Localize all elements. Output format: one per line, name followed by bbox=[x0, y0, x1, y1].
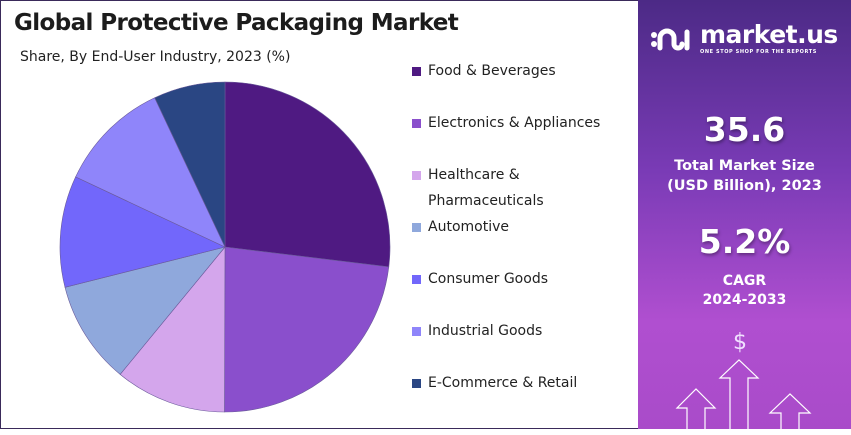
market-size-label-1: Total Market Size bbox=[674, 158, 815, 174]
pie-slice-consumer-goods bbox=[59, 176, 226, 288]
legend-swatch bbox=[412, 171, 421, 180]
stats-panel: market.us ONE STOP SHOP FOR THE REPORTS … bbox=[638, 0, 851, 430]
brand-tagline: ONE STOP SHOP FOR THE REPORTS bbox=[700, 49, 817, 55]
legend-label: Healthcare & Pharmaceuticals bbox=[428, 164, 544, 212]
pie-chart bbox=[59, 81, 391, 413]
legend-label: E-Commerce & Retail bbox=[428, 372, 577, 394]
legend-label: Electronics & Appliances bbox=[428, 112, 600, 134]
legend-swatch bbox=[412, 379, 421, 388]
pie-slice-food-beverages bbox=[224, 81, 391, 268]
legend-label-line: Food & Beverages bbox=[428, 63, 556, 79]
legend-label: Consumer Goods bbox=[428, 268, 548, 290]
legend-item: Healthcare & Pharmaceuticals bbox=[412, 164, 544, 212]
legend-swatch bbox=[412, 119, 421, 128]
legend-label-line: E-Commerce & Retail bbox=[428, 375, 578, 391]
market-size-value: 35.6 bbox=[703, 110, 786, 149]
legend-item: Industrial Goods bbox=[412, 320, 542, 342]
logo-mark-icon bbox=[651, 28, 690, 51]
growth-arrows-icon bbox=[675, 359, 812, 430]
pie-slice-industrial-goods bbox=[75, 97, 226, 248]
legend-label: Automotive bbox=[428, 216, 509, 238]
pie-slice-automotive bbox=[64, 246, 226, 375]
legend-item: Consumer Goods bbox=[412, 268, 548, 290]
legend-item: Electronics & Appliances bbox=[412, 112, 600, 134]
legend-swatch bbox=[412, 223, 421, 232]
legend-swatch bbox=[412, 327, 421, 336]
market-us-logo: market.us ONE STOP SHOP FOR THE REPORTS bbox=[650, 20, 840, 55]
legend-label-line: Electronics & Appliances bbox=[428, 115, 601, 131]
pie-slice-electronics-appliances bbox=[224, 246, 390, 413]
legend-swatch bbox=[412, 275, 421, 284]
legend-label: Food & Beverages bbox=[428, 60, 556, 82]
pie-slice-e-commerce-retail bbox=[154, 81, 226, 248]
legend-label-line: Healthcare & bbox=[428, 167, 520, 183]
pie-slice-healthcare-pharmaceuticals bbox=[119, 246, 226, 413]
legend-label: Industrial Goods bbox=[428, 320, 542, 342]
cagr-label-2: 2024-2033 bbox=[702, 292, 787, 308]
dollar-icon: $ bbox=[733, 330, 747, 355]
legend-label-line: Automotive bbox=[428, 219, 509, 235]
legend-label-line: Pharmaceuticals bbox=[428, 193, 544, 209]
market-size-label-2: (USD Billion), 2023 bbox=[667, 178, 822, 194]
brand-name: market.us bbox=[700, 20, 838, 49]
legend-item: Automotive bbox=[412, 216, 509, 238]
legend-item: Food & Beverages bbox=[412, 60, 556, 82]
legend-label-line: Industrial Goods bbox=[428, 323, 543, 339]
chart-subtitle: Share, By End-User Industry, 2023 (%) bbox=[20, 49, 291, 65]
legend-swatch bbox=[412, 67, 421, 76]
cagr-label-1: CAGR bbox=[722, 273, 767, 289]
legend-label-line: Consumer Goods bbox=[428, 271, 548, 287]
legend-item: E-Commerce & Retail bbox=[412, 372, 577, 394]
chart-title: Global Protective Packaging Market bbox=[14, 10, 459, 36]
cagr-value: 5.2% bbox=[698, 222, 791, 261]
